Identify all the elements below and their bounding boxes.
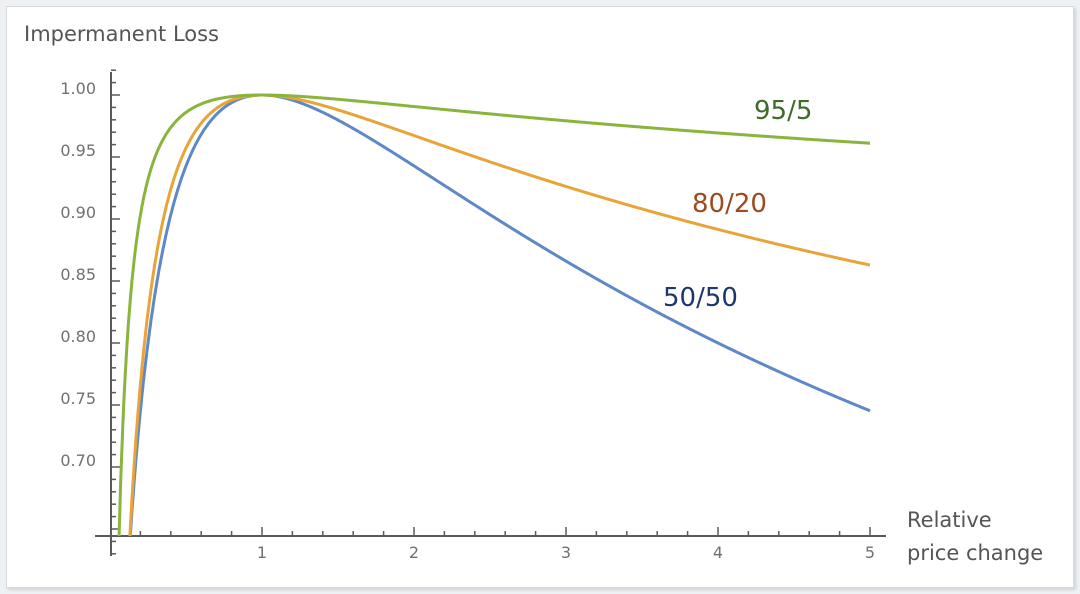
series-label-95-5: 95/5 <box>754 96 812 126</box>
y-axis: 1.00 0.95 0.90 0.85 0.80 0.75 0.70 <box>60 69 120 556</box>
x-tick-label: 1 <box>257 543 267 562</box>
x-tick-label: 2 <box>409 543 419 562</box>
series-line-95-5 <box>117 93 871 537</box>
y-tick-label: 0.75 <box>60 389 96 408</box>
chart-frame <box>6 6 1074 588</box>
series-line-50-50 <box>128 93 871 537</box>
y-tick-label: 1.00 <box>60 79 96 98</box>
x-axis-title: Relative price change <box>907 508 1043 565</box>
y-axis-title: Impermanent Loss <box>24 22 219 46</box>
y-tick-label: 0.80 <box>60 327 96 346</box>
y-tick-label: 0.85 <box>60 265 96 284</box>
x-tick-label: 4 <box>713 543 723 562</box>
series-label-50-50: 50/50 <box>663 283 738 313</box>
x-axis-title-line2: price change <box>907 541 1043 565</box>
series-line-80-20 <box>128 93 871 537</box>
x-tick-label: 3 <box>561 543 571 562</box>
series-label-80-20: 80/20 <box>692 189 767 219</box>
y-tick-label: 0.95 <box>60 141 96 160</box>
x-tick-label: 5 <box>865 543 875 562</box>
series-labels: 95/5 80/20 50/50 <box>663 96 812 313</box>
series-lines <box>117 93 871 537</box>
y-tick-label: 0.90 <box>60 203 96 222</box>
x-axis: 1 2 3 4 5 <box>95 527 886 562</box>
y-tick-label: 0.70 <box>60 451 96 470</box>
x-axis-title-line1: Relative <box>907 508 992 532</box>
